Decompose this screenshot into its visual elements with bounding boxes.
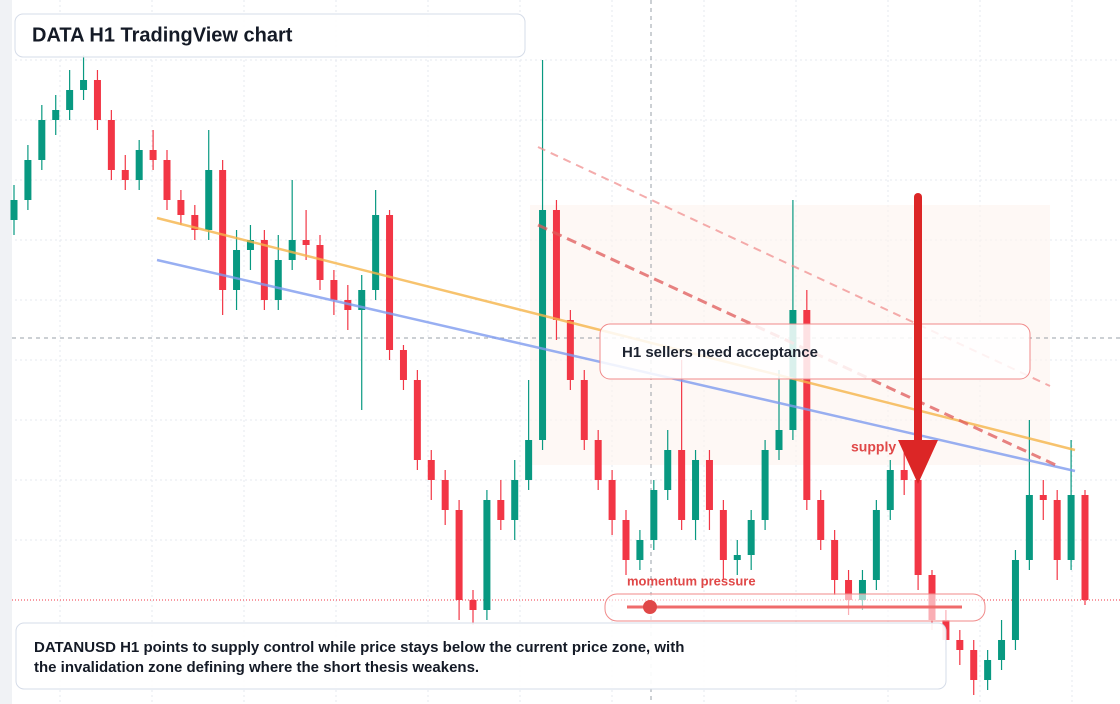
- candle-body: [260, 240, 268, 300]
- candle-body: [1011, 560, 1019, 640]
- candle-body: [858, 580, 866, 600]
- candle-body: [594, 440, 602, 480]
- trend-line: [537, 146, 1051, 387]
- candle-body: [205, 170, 213, 230]
- candle-body: [52, 110, 60, 120]
- candle-body: [872, 510, 880, 580]
- title: DATA H1 TradingView chart: [32, 24, 293, 46]
- candle-body: [191, 215, 199, 230]
- candle-body: [10, 200, 18, 220]
- candle-body: [539, 210, 547, 440]
- note-box: [15, 622, 947, 690]
- candle-body: [1081, 495, 1089, 600]
- candle-body: [984, 660, 992, 680]
- candle-body: [803, 310, 811, 500]
- candle-body: [372, 215, 380, 290]
- candle-body: [719, 510, 727, 560]
- candle-body: [622, 520, 630, 560]
- candle-body: [580, 380, 588, 440]
- candle-body: [1025, 495, 1033, 560]
- candle-body: [469, 600, 477, 610]
- candle-body: [149, 150, 157, 160]
- candle-body: [608, 480, 616, 520]
- note-line: the invalidation zone defining where the…: [34, 659, 479, 676]
- candle-body: [233, 250, 241, 290]
- candle-body: [80, 80, 88, 90]
- candle-body: [650, 490, 658, 540]
- candle-body: [678, 450, 686, 520]
- candle-body: [956, 640, 964, 650]
- candle-body: [219, 170, 227, 290]
- candle-body: [399, 350, 407, 380]
- candle-body: [302, 240, 310, 245]
- candle-body: [163, 160, 171, 200]
- candle-body: [664, 450, 672, 490]
- candle-body: [386, 215, 394, 350]
- candle-body: [316, 245, 324, 280]
- candle-body: [455, 510, 463, 600]
- candle-body: [525, 440, 533, 480]
- candle-body: [330, 280, 338, 300]
- candle-body: [24, 160, 32, 200]
- candle-body: [483, 500, 491, 610]
- candle-body: [246, 240, 254, 250]
- candle-body: [845, 580, 853, 600]
- candle-body: [121, 170, 129, 180]
- arrow-head: [898, 440, 938, 484]
- candle-body: [413, 380, 421, 460]
- candle-body: [66, 90, 74, 110]
- candle-body: [497, 500, 505, 520]
- candle-body: [427, 460, 435, 480]
- candle-body: [733, 555, 741, 560]
- candle-body: [817, 500, 825, 540]
- candle-body: [93, 80, 101, 120]
- left-edge: [0, 0, 12, 704]
- candle-body: [886, 470, 894, 510]
- candle-body: [274, 260, 282, 300]
- callout-box: [599, 323, 1031, 380]
- callout-text: H1 sellers need acceptance: [622, 344, 818, 361]
- candle-body: [288, 240, 296, 260]
- candle-body: [1039, 495, 1047, 500]
- note-line: DATANUSD H1 points to supply control whi…: [34, 639, 684, 656]
- candle-body: [1053, 500, 1061, 560]
- arrow-shaft: [914, 193, 922, 445]
- candle-body: [511, 480, 519, 520]
- supply-label: supply: [851, 439, 896, 455]
- candle-body: [998, 640, 1006, 660]
- candle-body: [705, 460, 713, 510]
- candle-body: [692, 460, 700, 520]
- candle-body: [177, 200, 185, 215]
- candle-body: [135, 150, 143, 180]
- candles: [10, 55, 1089, 695]
- candle-body: [441, 480, 449, 510]
- candle-body: [1067, 495, 1075, 560]
- momentum-label: momentum pressure: [627, 573, 756, 588]
- candle-body: [636, 540, 644, 560]
- candle-body: [358, 290, 366, 310]
- candle-body: [38, 120, 46, 160]
- candle-body: [775, 430, 783, 450]
- candle-body: [747, 520, 755, 555]
- title-box: [14, 13, 526, 58]
- candle-body: [914, 480, 922, 575]
- candle-body: [900, 470, 908, 480]
- candle-body: [970, 650, 978, 680]
- candle-body: [107, 120, 115, 170]
- candle-body: [831, 540, 839, 580]
- candle-body: [566, 320, 574, 380]
- candle-body: [552, 210, 560, 320]
- candle-body: [761, 450, 769, 520]
- momentum-knob: [643, 600, 657, 614]
